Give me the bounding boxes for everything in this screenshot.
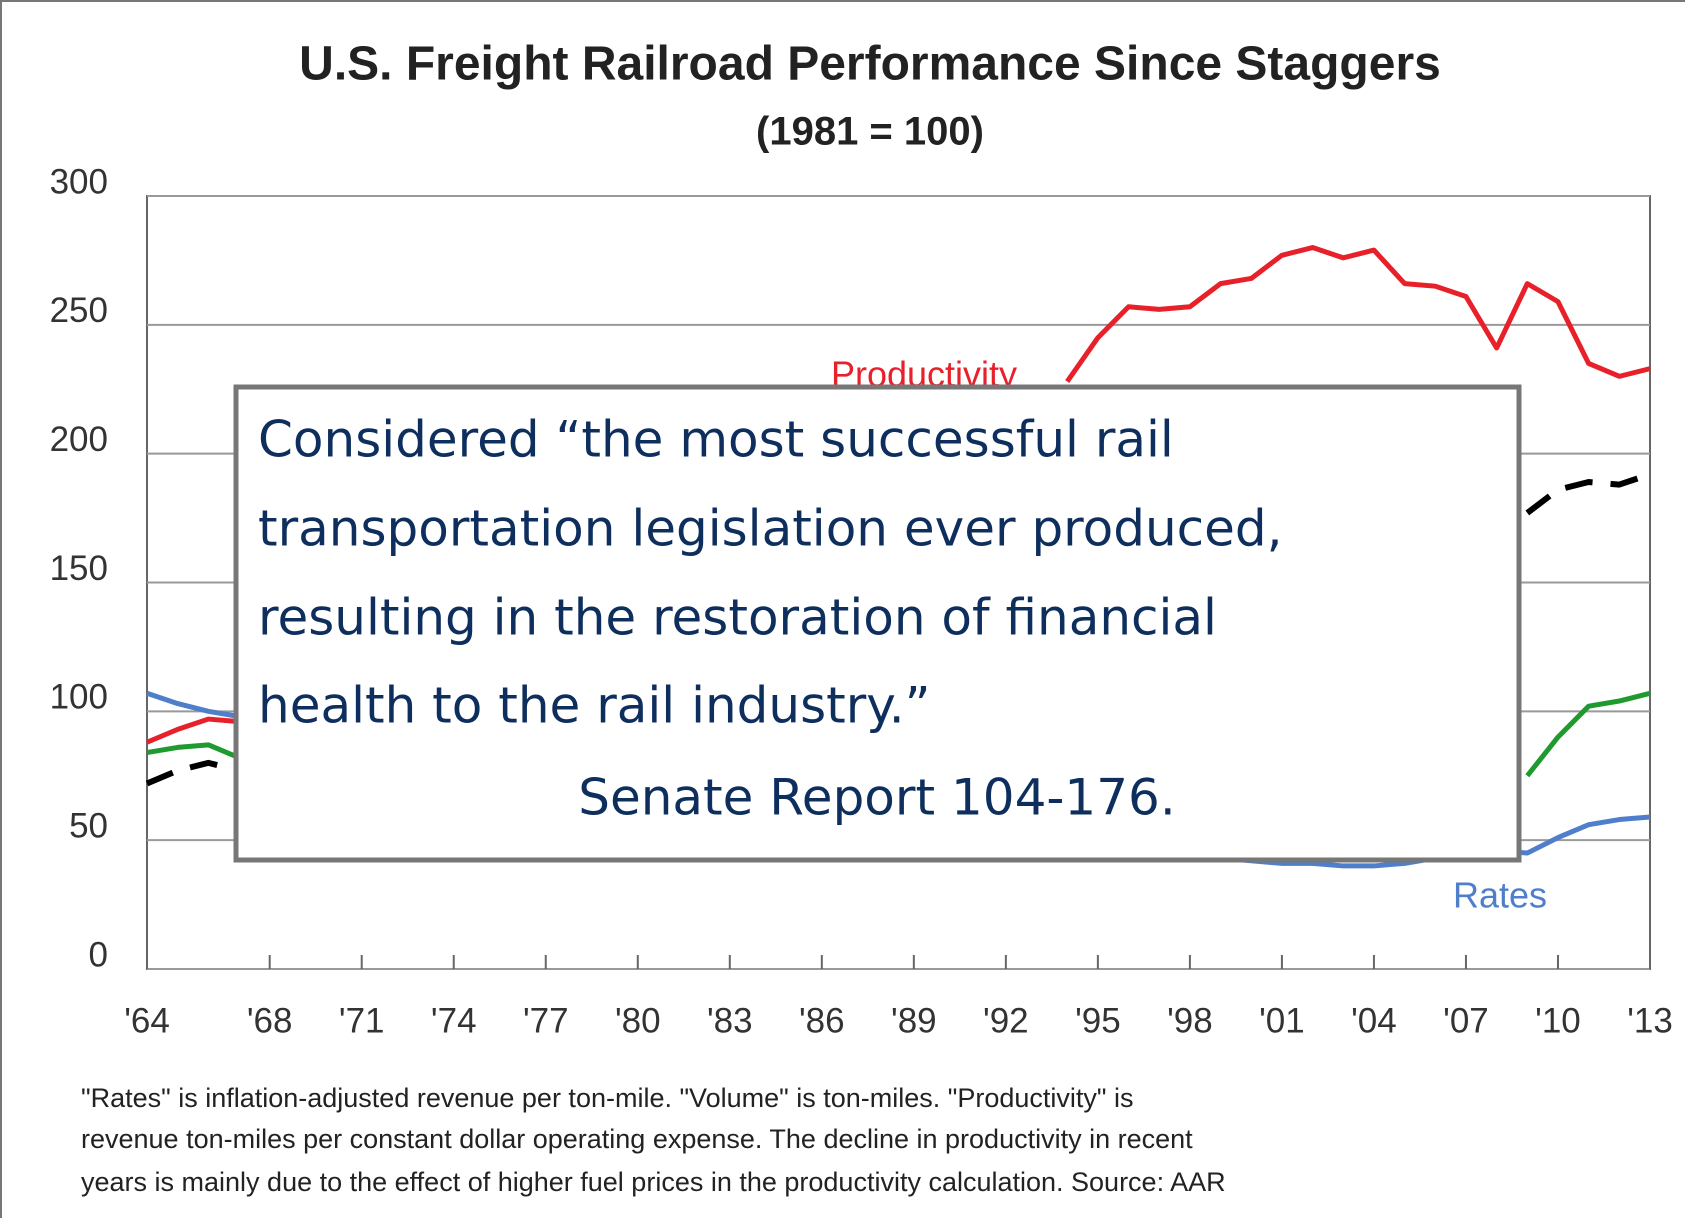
x-tick-label: '80	[615, 1001, 661, 1040]
x-tick-label: '89	[891, 1001, 937, 1040]
quote-box: Considered “the most successful rail tra…	[233, 384, 1522, 863]
y-tick-label: 300	[50, 162, 108, 201]
x-tick-label: '01	[1259, 1001, 1305, 1040]
footnote: years is mainly due to the effect of hig…	[81, 1167, 1226, 1197]
y-tick-label: 100	[50, 678, 108, 717]
quote-line: resulting in the restoration of financia…	[258, 589, 1217, 647]
x-tick-label: '71	[339, 1001, 385, 1040]
y-tick-label: 200	[50, 420, 108, 459]
y-tick-label: 50	[69, 806, 108, 845]
quote-line: transportation legislation ever produced…	[258, 500, 1283, 558]
line	[146, 690, 1651, 778]
x-tick-label: '77	[523, 1001, 569, 1040]
quote-frame	[233, 384, 1522, 863]
line	[145, 471, 1651, 787]
x-tick-label: '83	[707, 1001, 753, 1040]
x-tick-label: '95	[1075, 1001, 1121, 1040]
x-tick-label: '04	[1351, 1001, 1397, 1040]
quote-line: health to the rail industry.”	[258, 677, 931, 735]
chart-title: U.S. Freight Railroad Performance Since …	[299, 38, 1441, 91]
x-tick-label: '07	[1443, 1001, 1489, 1040]
footnote: revenue ton-miles per constant dollar op…	[81, 1124, 1193, 1154]
x-tick-label: '64	[124, 1001, 170, 1040]
x-tick-label: '92	[983, 1001, 1029, 1040]
x-tick-label: '86	[799, 1001, 845, 1040]
x-tick-label: '10	[1535, 1001, 1581, 1040]
x-tick-label: '74	[431, 1001, 477, 1040]
quote-attribution: Senate Report 104-176.	[578, 769, 1176, 827]
y-tick-label: 150	[50, 549, 108, 588]
footnote: "Rates" is inflation-adjusted revenue pe…	[81, 1083, 1133, 1113]
chart-subtitle: (1981 = 100)	[756, 110, 984, 154]
line	[146, 245, 1651, 745]
x-tick-label: '98	[1167, 1001, 1213, 1040]
y-tick-label: 250	[50, 291, 108, 330]
y-tick-label: 0	[89, 935, 108, 974]
x-tick-label: '68	[247, 1001, 293, 1040]
quote-line: Considered “the most successful rail	[258, 411, 1174, 469]
x-tick-label: '13	[1627, 1001, 1673, 1040]
series-label: Rates	[1453, 875, 1547, 916]
